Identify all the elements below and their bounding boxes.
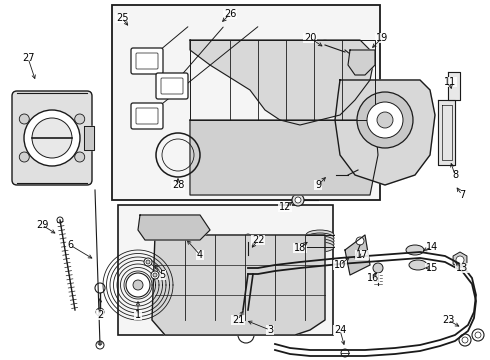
Circle shape — [126, 273, 150, 297]
Circle shape — [324, 169, 336, 181]
Circle shape — [462, 337, 468, 343]
Text: 9: 9 — [315, 180, 321, 190]
Circle shape — [144, 258, 152, 266]
Circle shape — [146, 260, 150, 264]
Bar — [112, 5, 380, 200]
Ellipse shape — [306, 233, 334, 243]
Circle shape — [367, 102, 403, 138]
Circle shape — [320, 40, 330, 50]
Circle shape — [153, 273, 157, 277]
Text: 21: 21 — [232, 315, 244, 325]
Circle shape — [475, 332, 481, 338]
FancyBboxPatch shape — [136, 108, 158, 124]
Text: 7: 7 — [459, 190, 465, 200]
Polygon shape — [138, 215, 210, 240]
Polygon shape — [84, 126, 94, 150]
Text: 6: 6 — [67, 240, 73, 250]
Bar — [190, 40, 375, 120]
Text: 26: 26 — [224, 9, 236, 19]
Text: 13: 13 — [456, 263, 468, 273]
FancyBboxPatch shape — [136, 53, 158, 69]
Ellipse shape — [406, 245, 424, 255]
Text: 28: 28 — [172, 180, 184, 190]
Circle shape — [373, 263, 383, 273]
Text: 16: 16 — [367, 273, 379, 283]
Ellipse shape — [306, 230, 334, 240]
Circle shape — [357, 92, 413, 148]
Text: 5: 5 — [159, 270, 165, 280]
Circle shape — [151, 271, 159, 279]
Circle shape — [327, 172, 333, 178]
Circle shape — [19, 152, 29, 162]
Circle shape — [96, 341, 104, 349]
Text: 1: 1 — [135, 310, 141, 320]
Polygon shape — [190, 120, 378, 195]
Text: 10: 10 — [334, 260, 346, 270]
Ellipse shape — [306, 242, 334, 252]
Polygon shape — [438, 100, 455, 165]
Polygon shape — [190, 40, 375, 125]
Circle shape — [295, 197, 301, 203]
Text: 23: 23 — [442, 315, 454, 325]
Ellipse shape — [409, 260, 427, 270]
Ellipse shape — [306, 239, 334, 249]
Bar — [118, 205, 333, 335]
Text: 27: 27 — [22, 53, 34, 63]
Text: 12: 12 — [279, 202, 291, 212]
Ellipse shape — [306, 236, 334, 246]
FancyBboxPatch shape — [131, 103, 163, 129]
FancyBboxPatch shape — [161, 78, 183, 94]
Circle shape — [95, 283, 105, 293]
Polygon shape — [345, 235, 370, 275]
Circle shape — [243, 255, 253, 265]
Circle shape — [74, 114, 85, 124]
Text: 29: 29 — [36, 220, 48, 230]
Text: 11: 11 — [444, 77, 456, 87]
Circle shape — [32, 118, 72, 158]
Polygon shape — [448, 72, 460, 100]
Circle shape — [377, 112, 393, 128]
Text: 3: 3 — [267, 325, 273, 335]
Circle shape — [244, 234, 252, 242]
Text: 17: 17 — [356, 250, 368, 260]
Polygon shape — [348, 50, 375, 75]
Polygon shape — [152, 235, 325, 335]
FancyBboxPatch shape — [131, 48, 163, 74]
FancyBboxPatch shape — [12, 91, 92, 185]
Text: 24: 24 — [334, 325, 346, 335]
Circle shape — [74, 152, 85, 162]
Circle shape — [292, 194, 304, 206]
FancyBboxPatch shape — [156, 73, 188, 99]
Circle shape — [96, 308, 104, 316]
Text: 18: 18 — [294, 243, 306, 253]
Circle shape — [19, 114, 29, 124]
Text: 4: 4 — [197, 250, 203, 260]
Text: 22: 22 — [252, 235, 264, 245]
Circle shape — [24, 110, 80, 166]
Text: 8: 8 — [452, 170, 458, 180]
Circle shape — [341, 349, 349, 357]
Text: 2: 2 — [97, 310, 103, 320]
Text: 25: 25 — [116, 13, 128, 23]
Circle shape — [98, 341, 102, 345]
Text: 14: 14 — [426, 242, 438, 252]
Text: 19: 19 — [376, 33, 388, 43]
Circle shape — [356, 237, 364, 245]
Circle shape — [133, 280, 143, 290]
Polygon shape — [335, 80, 435, 185]
Text: 20: 20 — [304, 33, 316, 43]
Text: 15: 15 — [426, 263, 438, 273]
Circle shape — [57, 217, 63, 223]
Circle shape — [456, 256, 464, 264]
